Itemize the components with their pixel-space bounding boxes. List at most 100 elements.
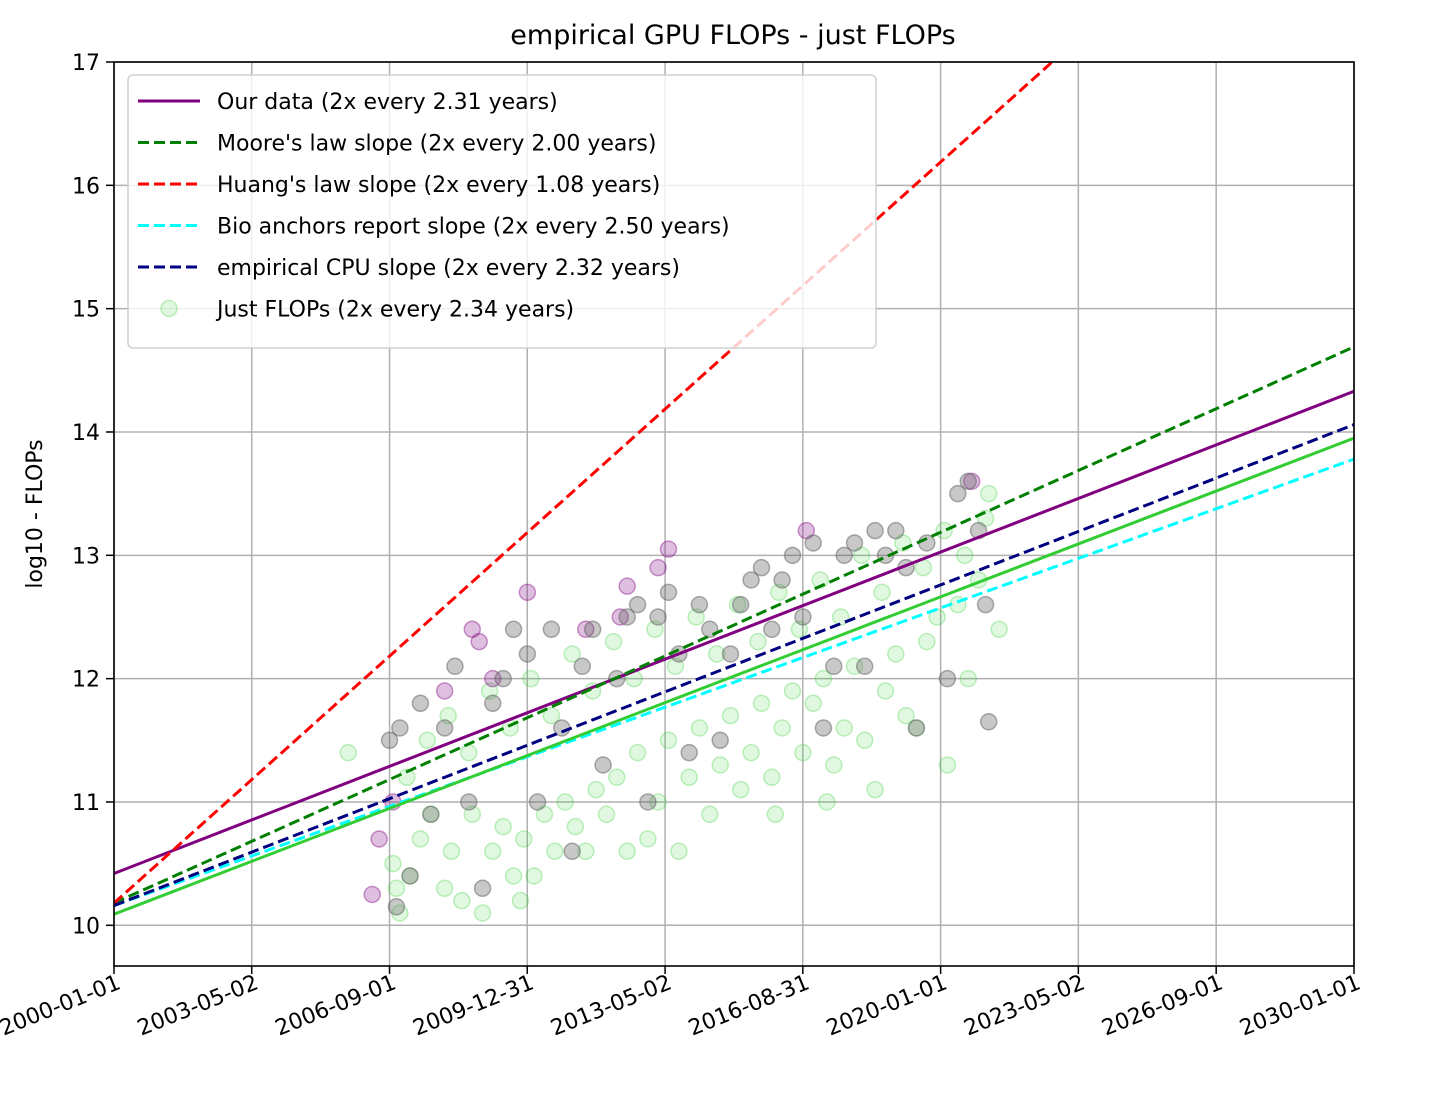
scatter-point xyxy=(411,694,430,713)
scatter-point xyxy=(411,830,430,848)
y-axis-label: log10 - FLOPs xyxy=(23,439,48,588)
scatter-point xyxy=(583,620,602,639)
scatter-point xyxy=(814,719,833,737)
trend-line xyxy=(114,423,1354,907)
scatter-point xyxy=(835,546,853,565)
scatter-point xyxy=(387,879,406,898)
scatter-point xyxy=(773,719,791,737)
trend-line xyxy=(114,457,1354,907)
scatter-point xyxy=(525,867,543,885)
legend-entry: Our data (2x every 2.31 years) xyxy=(217,90,558,115)
scatter-point xyxy=(628,743,647,762)
scatter-point xyxy=(463,620,482,639)
scatter-point xyxy=(446,657,464,676)
scatter-point xyxy=(783,546,802,565)
y-axis: 10 11 12 13 14 15 16 17 xyxy=(72,51,114,939)
scatter-point xyxy=(794,608,812,626)
scatter-point xyxy=(387,898,406,916)
scatter-point xyxy=(542,706,561,725)
scatter-point xyxy=(639,830,657,848)
scatter-point xyxy=(470,632,488,651)
scatter-point xyxy=(659,583,678,602)
y-tick-label: 14 xyxy=(72,421,100,446)
legend-entry: Bio anchors report slope (2x every 2.50 … xyxy=(217,215,730,240)
legend-swatch xyxy=(160,299,178,318)
scatter-point xyxy=(783,682,802,700)
scatter-point xyxy=(721,706,740,725)
scatter-point xyxy=(339,743,357,762)
scatter-point xyxy=(845,534,864,552)
scatter-point xyxy=(763,768,781,787)
scatter-point xyxy=(731,780,750,799)
scatter-point xyxy=(504,620,523,639)
scatter-point xyxy=(435,879,454,898)
scatter-point xyxy=(690,719,709,737)
scatter-point xyxy=(855,657,874,676)
y-tick-label: 15 xyxy=(72,298,100,323)
scatter-point xyxy=(990,620,1008,639)
scatter-point xyxy=(618,842,636,861)
scatter-point xyxy=(887,521,905,540)
y-tick-label: 16 xyxy=(72,174,100,199)
scatter-point xyxy=(363,885,381,904)
data-layer xyxy=(114,62,1354,922)
scatter-point xyxy=(618,608,636,626)
scatter-point xyxy=(494,817,512,836)
scatter-point xyxy=(418,731,437,750)
scatter-point xyxy=(608,768,626,787)
scatter-point xyxy=(483,842,502,861)
legend-entry: Moore's law slope (2x every 2.00 years) xyxy=(217,132,656,157)
scatter-point xyxy=(959,472,977,491)
scatter-point xyxy=(556,793,574,811)
scatter-point xyxy=(938,756,957,774)
scatter-point xyxy=(563,645,581,663)
scatter-point xyxy=(766,805,785,824)
scatter-point xyxy=(938,669,957,688)
scatter-point xyxy=(690,595,709,614)
legend-box xyxy=(127,74,877,349)
scatter-point xyxy=(594,756,612,774)
chart-title: empirical GPU FLOPs - just FLOPs xyxy=(510,20,955,51)
scatter-point xyxy=(976,595,995,614)
plot-frame xyxy=(113,61,1355,967)
scatter-point xyxy=(453,891,471,910)
scatter-point xyxy=(873,583,891,602)
scatter-point xyxy=(731,595,750,614)
scatter-point xyxy=(680,768,698,787)
y-tick-label: 11 xyxy=(72,791,100,816)
scatter-point xyxy=(979,713,998,731)
scatter-point xyxy=(711,756,729,774)
trend-line xyxy=(114,345,1354,905)
scatter-point xyxy=(528,793,547,811)
scatter-point xyxy=(628,595,647,614)
scatter-point xyxy=(794,743,812,762)
scatter-point xyxy=(707,645,726,663)
scatter-point xyxy=(494,669,512,688)
scatter-point xyxy=(907,719,926,737)
scatter-point xyxy=(422,805,440,824)
scatter-point xyxy=(680,743,698,762)
scatter-point xyxy=(955,546,974,565)
scatter-point xyxy=(460,793,478,811)
scatter-point xyxy=(752,694,771,713)
scatter-point xyxy=(804,534,822,552)
scatter-point xyxy=(742,571,760,589)
scatter-point xyxy=(814,669,833,688)
scatter-point xyxy=(959,669,977,688)
scatter-point xyxy=(935,521,953,540)
scatter-point xyxy=(876,682,895,700)
scatter-point xyxy=(573,657,592,676)
scatter-point xyxy=(577,842,595,861)
scatter-point xyxy=(435,719,454,737)
legend-entry: Huang's law slope (2x every 1.08 years) xyxy=(217,173,660,198)
scatter-point xyxy=(546,842,564,861)
scatter-point xyxy=(639,793,657,811)
scatter-point xyxy=(566,817,585,836)
scatter-point xyxy=(701,805,719,824)
scatter-point xyxy=(577,620,595,639)
scatter-point xyxy=(483,694,502,713)
scatter-point xyxy=(515,830,533,848)
scatter-point xyxy=(897,706,915,725)
scatter-point xyxy=(522,669,540,688)
